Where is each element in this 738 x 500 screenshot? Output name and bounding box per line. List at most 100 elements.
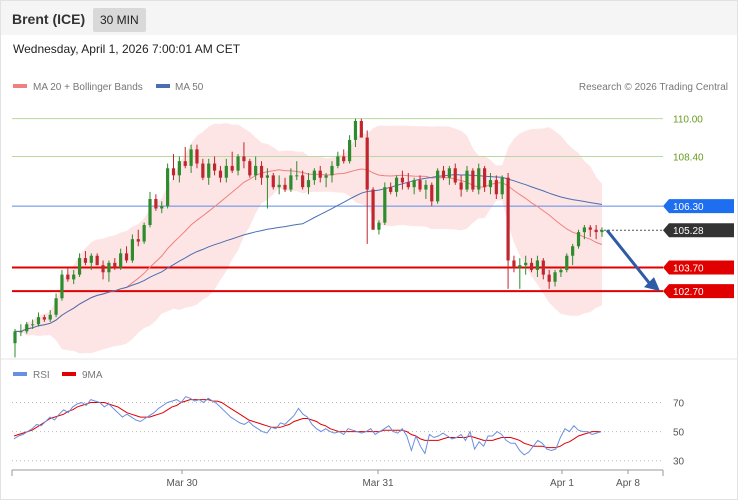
support-label-5: 102.70 bbox=[673, 287, 704, 298]
candle-body bbox=[424, 184, 428, 190]
candle-body bbox=[506, 177, 510, 261]
candle-body bbox=[565, 255, 569, 270]
candle-body bbox=[394, 177, 399, 192]
candle-body bbox=[400, 177, 405, 183]
candle-body bbox=[277, 184, 281, 188]
bollinger-bands bbox=[15, 123, 602, 354]
candle-body bbox=[594, 229, 598, 233]
candle-body bbox=[324, 175, 328, 178]
candle-body bbox=[494, 180, 498, 195]
last-price-label: 105.28 bbox=[673, 226, 704, 237]
candle-body bbox=[42, 317, 46, 320]
candle-body bbox=[512, 260, 516, 268]
candle-body bbox=[95, 255, 99, 266]
candle-body bbox=[212, 163, 217, 171]
projection-arrow-line bbox=[605, 229, 653, 287]
candle-body bbox=[459, 182, 463, 190]
candle-body bbox=[166, 168, 170, 207]
candle-body bbox=[101, 265, 105, 273]
candle-body bbox=[54, 298, 58, 315]
candle-body bbox=[160, 206, 164, 209]
instrument-title: Brent (ICE) bbox=[12, 11, 86, 27]
resistance-label-0: 110.00 bbox=[673, 115, 703, 126]
candle-body bbox=[365, 137, 369, 190]
support-label-4: 103.70 bbox=[673, 264, 704, 275]
candle-body bbox=[265, 175, 270, 178]
candle-body bbox=[488, 180, 493, 188]
candle-body bbox=[189, 149, 193, 166]
candle-body bbox=[289, 175, 293, 190]
support-tag-4 bbox=[663, 260, 734, 275]
candle-body bbox=[60, 274, 64, 299]
candle-body bbox=[13, 331, 17, 344]
candle-body bbox=[318, 170, 322, 178]
candle-body bbox=[524, 262, 528, 266]
candle-body bbox=[547, 274, 551, 282]
candle-body bbox=[77, 258, 82, 275]
candle-body bbox=[224, 165, 228, 178]
candle-body bbox=[447, 168, 451, 178]
candle-body bbox=[535, 260, 540, 270]
candle-body bbox=[236, 156, 240, 171]
candle-body bbox=[183, 161, 187, 166]
candles bbox=[13, 118, 604, 358]
time-label-3: Apr 8 bbox=[616, 478, 640, 489]
candle-body bbox=[383, 187, 387, 223]
candle-body bbox=[418, 180, 422, 190]
candle-body bbox=[389, 187, 393, 192]
rsi-ma-legend-label: 9MA bbox=[82, 370, 103, 381]
ma50-legend-swatch bbox=[156, 84, 170, 88]
candle-body bbox=[353, 121, 358, 140]
candle-body bbox=[31, 324, 35, 326]
resistance-label-1: 108.40 bbox=[673, 152, 704, 163]
candle-body bbox=[436, 170, 440, 202]
candle-body bbox=[195, 149, 199, 164]
pivot-label-2: 106.30 bbox=[673, 202, 704, 213]
candle-body bbox=[471, 170, 475, 190]
candle-body bbox=[218, 170, 223, 178]
candle-body bbox=[430, 184, 434, 202]
rsi-ma-legend-swatch bbox=[62, 372, 76, 376]
candle-body bbox=[576, 232, 581, 247]
candle-body bbox=[142, 225, 146, 242]
candle-body bbox=[571, 246, 575, 256]
candle-body bbox=[254, 165, 258, 176]
rsi-legend-swatch bbox=[13, 372, 27, 376]
candle-body bbox=[148, 199, 152, 225]
candle-body bbox=[453, 168, 457, 183]
candle-body bbox=[559, 269, 563, 273]
timestamp: Wednesday, April 1, 2026 7:00:01 AM CET bbox=[13, 42, 241, 56]
candle-body bbox=[301, 175, 305, 188]
credit-label: Research © 2026 Trading Central bbox=[579, 82, 728, 93]
candle-body bbox=[83, 258, 88, 263]
ma50-legend-label: MA 50 bbox=[175, 82, 204, 93]
candle-body bbox=[25, 324, 29, 332]
support-tag-5 bbox=[663, 284, 734, 299]
candle-body bbox=[242, 156, 246, 162]
candle-body bbox=[483, 168, 487, 188]
candle-body bbox=[336, 156, 340, 166]
last-price-tag bbox=[663, 223, 734, 238]
candle-body bbox=[312, 170, 316, 181]
ma50-line bbox=[15, 174, 603, 332]
projection-arrow-head bbox=[644, 277, 660, 292]
timeframe-badge[interactable]: 30 MIN bbox=[93, 8, 146, 32]
candle-body bbox=[330, 165, 334, 176]
candle-body bbox=[295, 175, 299, 177]
candle-body bbox=[588, 227, 592, 230]
rsi-tick-30: 30 bbox=[673, 457, 685, 468]
candle-body bbox=[201, 163, 205, 178]
candle-body bbox=[171, 168, 176, 176]
pivot-tag-2 bbox=[663, 199, 734, 214]
candle-body bbox=[582, 227, 586, 233]
candle-body bbox=[441, 170, 446, 178]
candle-body bbox=[600, 230, 604, 233]
candle-body bbox=[36, 317, 41, 325]
candle-body bbox=[136, 239, 140, 242]
time-label-0: Mar 30 bbox=[166, 478, 198, 489]
candle-body bbox=[177, 161, 181, 176]
candle-body bbox=[113, 262, 117, 268]
candle-body bbox=[66, 274, 70, 280]
candle-body bbox=[406, 182, 410, 188]
